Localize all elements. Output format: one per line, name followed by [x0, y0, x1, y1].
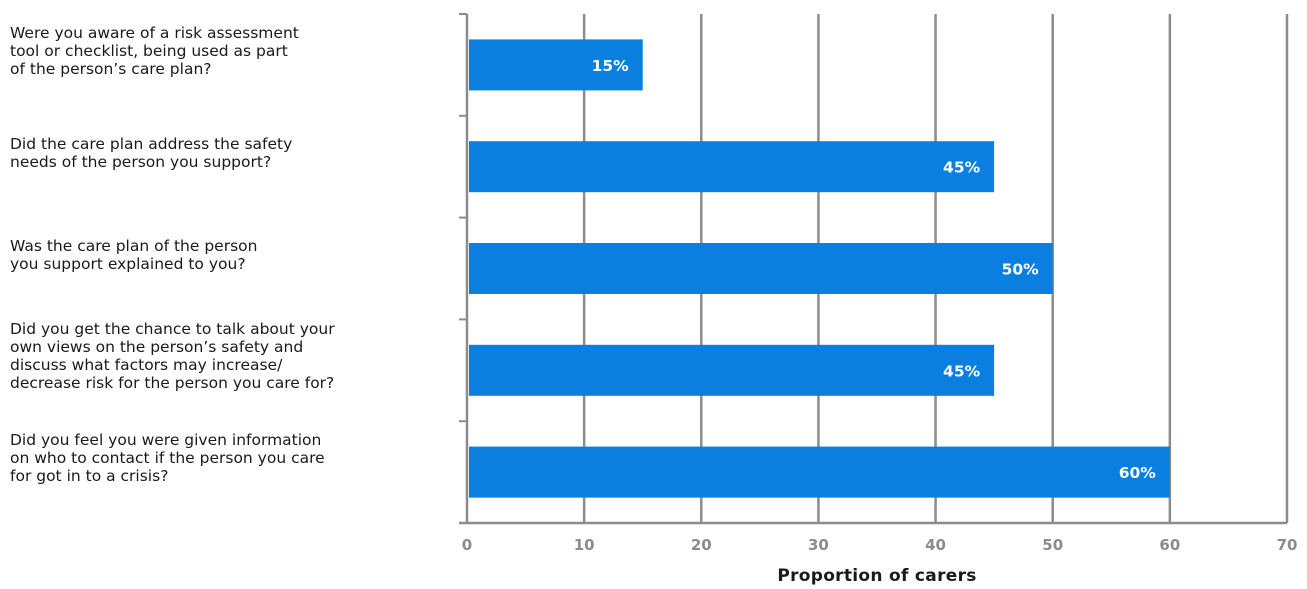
bar: [469, 446, 1170, 498]
bar: [469, 141, 995, 193]
bar-value-label: 45%: [943, 362, 981, 380]
bar: [469, 39, 643, 91]
bar-value-label: 60%: [1119, 464, 1157, 482]
x-tick-label: 30: [808, 536, 829, 554]
category-label: Were you aware of a risk assessment tool…: [10, 23, 299, 78]
bar: [469, 243, 1053, 294]
x-tick-label: 20: [691, 536, 712, 554]
category-label: Did you feel you were given information …: [10, 431, 325, 486]
x-axis-title: Proportion of carers: [777, 566, 977, 586]
x-tick-label: 40: [925, 536, 946, 554]
x-tick-label: 0: [462, 536, 472, 554]
bar-value-label: 45%: [943, 159, 981, 177]
bars: 15% 45% 50% 45% 60%: [469, 39, 1170, 498]
x-tick-label: 10: [574, 536, 595, 554]
category-label: Did you get the chance to talk about you…: [10, 320, 335, 393]
x-tick-label: 60: [1159, 536, 1180, 554]
category-label: Was the care plan of the person you supp…: [10, 236, 258, 273]
bar-value-label: 15%: [592, 57, 630, 75]
x-tick-label: 70: [1277, 536, 1298, 554]
x-tick-label: 50: [1042, 536, 1063, 554]
x-axis-ticks: 0 10 20 30 40 50 60 70: [462, 536, 1298, 554]
bar: [469, 344, 995, 396]
category-label: Did the care plan address the safety nee…: [10, 134, 293, 171]
bar-value-label: 50%: [1002, 261, 1040, 279]
